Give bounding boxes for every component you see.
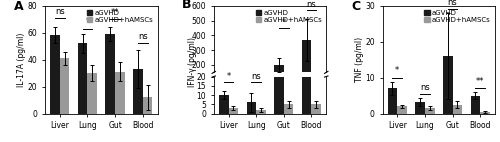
Bar [88,73,97,114]
Text: ns: ns [55,7,64,16]
Text: IFN-γ (pg/ml): IFN-γ (pg/ml) [188,37,197,87]
Bar [480,112,490,114]
Text: C: C [351,0,360,13]
Text: ns: ns [138,32,147,41]
Bar [228,108,238,114]
Bar [452,105,462,114]
Y-axis label: IL-17A (pg/ml): IL-17A (pg/ml) [17,33,26,87]
Text: *: * [282,18,286,27]
Bar [256,110,266,114]
Bar [302,0,312,114]
Text: *: * [395,66,400,75]
Bar [60,58,70,114]
Bar [284,94,294,95]
Bar [115,72,124,114]
Bar [425,108,434,114]
Bar [416,102,425,114]
Y-axis label: TNF (pg/ml): TNF (pg/ml) [354,37,364,82]
Legend: aGVHD, aGVHD+hAMSCs: aGVHD, aGVHD+hAMSCs [86,9,154,24]
Bar [256,94,266,95]
Bar [284,104,294,114]
Bar [219,95,228,114]
Text: ns: ns [306,0,316,9]
Bar [312,104,321,114]
Bar [246,103,256,114]
Bar [78,43,88,114]
Text: A: A [14,0,23,13]
Bar [50,35,60,114]
Legend: aGVHD, aGVHD+hAMSCs: aGVHD, aGVHD+hAMSCs [255,9,323,24]
Text: ns: ns [252,72,261,81]
Text: B: B [182,0,192,11]
Text: **: ** [476,77,484,86]
Bar [312,94,321,95]
Bar [228,94,238,95]
Text: ns: ns [448,0,458,7]
Text: *: * [86,17,89,26]
Text: ns: ns [420,83,430,92]
Bar [443,56,452,114]
Text: *: * [226,72,230,81]
Bar [219,93,228,95]
Bar [398,106,407,114]
Bar [388,88,398,114]
Bar [470,96,480,114]
Bar [246,94,256,95]
Text: **: ** [111,8,120,17]
Bar [274,0,284,114]
Bar [302,40,312,95]
Bar [133,69,142,114]
Bar [106,34,115,114]
Bar [274,65,284,95]
Bar [142,97,152,114]
Legend: aGVHD, aGVHD+hAMSCs: aGVHD, aGVHD+hAMSCs [424,9,492,24]
